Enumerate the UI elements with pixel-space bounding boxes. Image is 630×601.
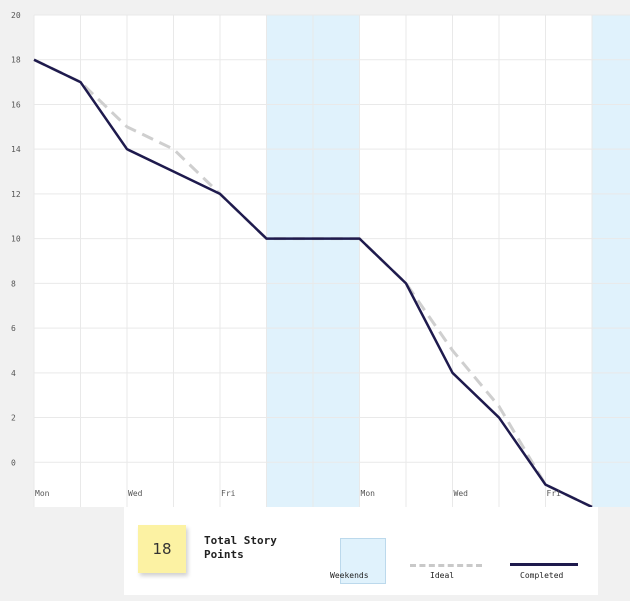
total-points-value: 18 bbox=[152, 540, 172, 558]
y-tick-label: 8 bbox=[11, 279, 16, 288]
legend-completed-label: Completed bbox=[520, 571, 564, 580]
x-axis-ticks: Mon Wed Fri Mon Wed Fri bbox=[35, 489, 561, 498]
y-tick-label: 6 bbox=[11, 324, 16, 333]
x-tick-label: Wed bbox=[454, 489, 469, 498]
y-tick-label: 20 bbox=[11, 11, 21, 20]
y-tick-label: 14 bbox=[11, 145, 21, 154]
chart-legend: 18 Total Story Points Weekends Ideal Com… bbox=[124, 507, 598, 595]
x-tick-label: Mon bbox=[361, 489, 376, 498]
x-tick-label: Mon bbox=[35, 489, 50, 498]
y-tick-label: 10 bbox=[11, 235, 21, 244]
legend-ideal-label: Ideal bbox=[430, 571, 455, 580]
y-tick-label: 18 bbox=[11, 56, 21, 65]
weekend-band bbox=[592, 15, 630, 507]
completed-line-group bbox=[33, 58, 593, 509]
x-tick-label: Fri bbox=[547, 489, 562, 498]
y-tick-label: 4 bbox=[11, 369, 16, 378]
x-tick-label: Wed bbox=[128, 489, 143, 498]
completed-swatch bbox=[510, 563, 578, 566]
y-tick-label: 16 bbox=[11, 100, 21, 109]
total-points-label: Total Story Points bbox=[204, 534, 277, 561]
y-tick-label: 0 bbox=[11, 458, 16, 467]
legend-weekends-label: Weekends bbox=[330, 571, 369, 580]
x-tick-label: Fri bbox=[221, 489, 236, 498]
weekend-swatch bbox=[340, 538, 386, 584]
total-points-note: 18 bbox=[138, 525, 186, 573]
y-tick-label: 12 bbox=[11, 190, 21, 199]
y-tick-label: 2 bbox=[11, 414, 16, 423]
ideal-swatch bbox=[410, 564, 482, 567]
completed-line bbox=[33, 58, 593, 509]
grid-lines bbox=[33, 14, 630, 507]
